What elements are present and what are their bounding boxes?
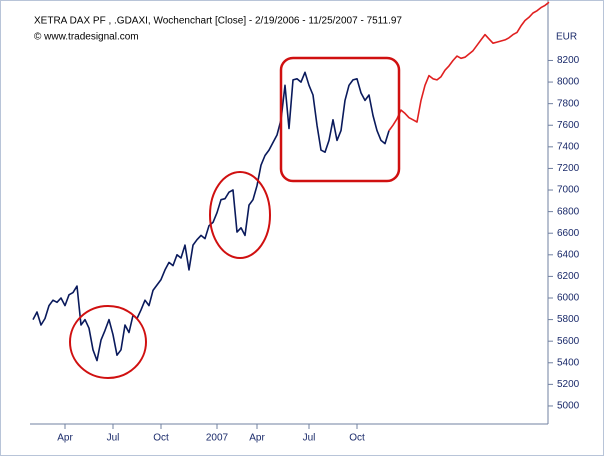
x-tick-label: 2007 — [206, 433, 229, 444]
y-tick-label: 7000 — [557, 185, 580, 196]
y-tick-label: 7400 — [557, 141, 580, 152]
x-tick-label: Oct — [153, 433, 169, 444]
y-tick-label: 6000 — [557, 293, 580, 304]
chart-title: XETRA DAX PF , .GDAXI, Wochenchart [Clos… — [34, 16, 402, 27]
y-tick-label: 6400 — [557, 249, 580, 260]
y-tick-label: 5400 — [557, 357, 580, 368]
x-tick-label: Apr — [57, 433, 73, 444]
y-tick-label: 7200 — [557, 163, 580, 174]
y-tick-label: 5800 — [557, 314, 580, 325]
x-tick-label: Apr — [249, 433, 265, 444]
x-tick-label: Jul — [303, 433, 316, 444]
y-tick-label: 6600 — [557, 228, 580, 239]
annotation-circle — [209, 171, 271, 259]
annotation-box — [279, 56, 401, 183]
y-tick-label: 5600 — [557, 336, 580, 347]
y-axis-label: EUR — [556, 32, 577, 43]
x-tick-label: Jul — [107, 433, 120, 444]
line-series — [388, 1, 550, 132]
y-tick-label: 7800 — [557, 98, 580, 109]
y-tick-label: 8000 — [557, 77, 580, 88]
chart-subtitle: © www.tradesignal.com — [34, 32, 139, 43]
x-tick-label: Oct — [349, 433, 365, 444]
y-tick-label: 5200 — [557, 379, 580, 390]
y-tick-label: 6200 — [557, 271, 580, 282]
y-tick-label: 5000 — [557, 401, 580, 412]
y-tick-label: 8200 — [557, 55, 580, 66]
y-tick-label: 7600 — [557, 120, 580, 131]
y-tick-label: 6800 — [557, 206, 580, 217]
annotation-circle — [69, 305, 147, 379]
